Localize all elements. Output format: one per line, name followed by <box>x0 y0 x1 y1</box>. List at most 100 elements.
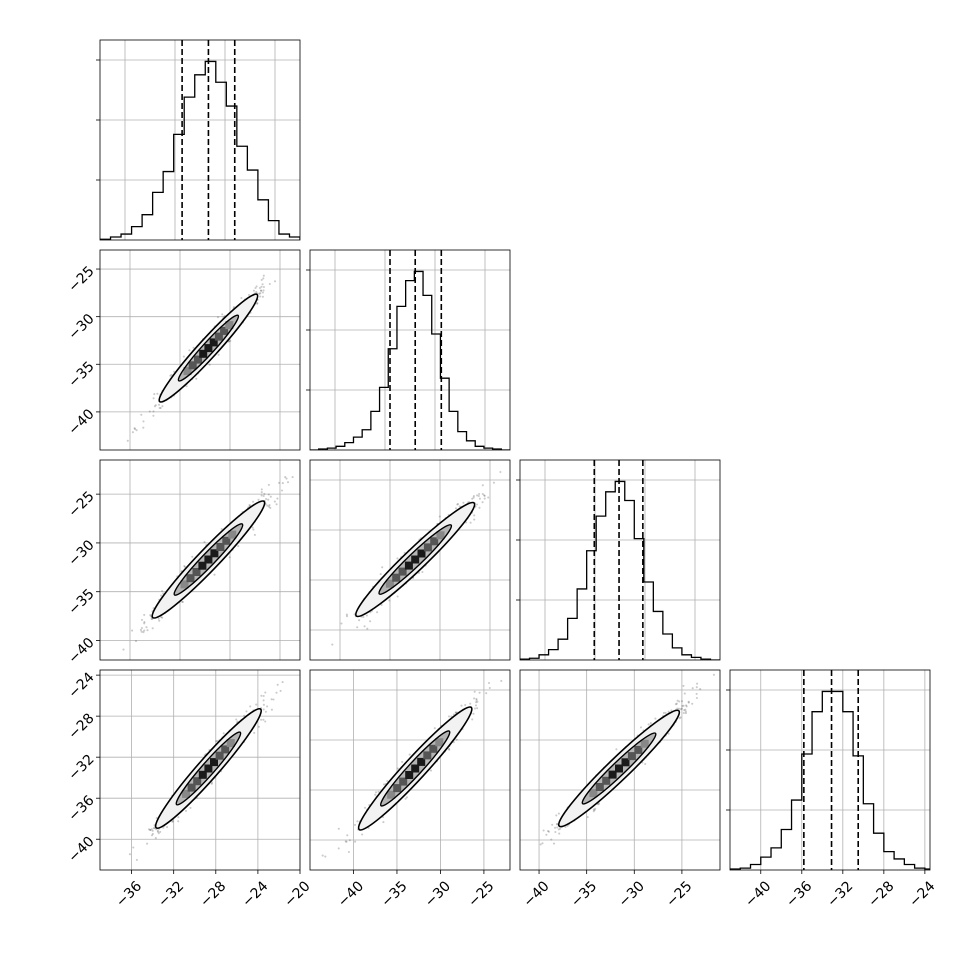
scatter-point <box>203 541 206 544</box>
density-cell <box>398 567 407 576</box>
scatter-point <box>401 760 404 763</box>
scatter-point <box>143 622 146 625</box>
contour-inner <box>177 314 240 382</box>
scatter-point <box>256 302 259 305</box>
scatter-point <box>152 414 155 417</box>
scatter-point <box>483 497 486 500</box>
density-cell <box>411 764 420 773</box>
scatter-point <box>159 830 162 833</box>
scatter-point <box>472 496 475 499</box>
scatter-point <box>161 616 164 619</box>
scatter-point <box>158 406 161 410</box>
scatter-point <box>142 426 145 429</box>
scatter-point <box>478 506 481 509</box>
scatter-point <box>417 571 420 574</box>
scatter-point <box>475 699 478 702</box>
density-cell <box>222 536 231 545</box>
scatter-point <box>161 589 164 593</box>
scatter-point <box>171 820 174 823</box>
scatter-point <box>460 704 463 707</box>
scatter-point <box>157 832 160 835</box>
scatter-point <box>268 504 271 507</box>
scatter-point <box>151 618 154 621</box>
panel-frame <box>99 249 301 451</box>
scatter-point <box>381 566 384 569</box>
scatter-point <box>291 476 294 479</box>
scatter-group <box>128 681 284 861</box>
scatter-point <box>475 697 478 700</box>
scatter-point <box>267 483 270 486</box>
panel-3-0: −24−28−32−36−40−36 −32 −28 −24 −20 <box>65 669 313 910</box>
contour-inner <box>173 523 244 596</box>
panel-frame <box>99 39 301 241</box>
scatter-point <box>264 720 267 723</box>
scatter-point <box>382 821 385 824</box>
scatter-point <box>229 339 232 342</box>
scatter-point <box>154 404 157 407</box>
histogram-group <box>310 270 510 450</box>
density-cell <box>210 549 219 558</box>
scatter-point <box>143 629 146 632</box>
scatter-point <box>157 403 161 406</box>
panel-0-0 <box>96 39 301 241</box>
scatter-point <box>358 619 361 622</box>
scatter-point <box>268 282 271 286</box>
scatter-point <box>363 806 367 809</box>
panel-frame <box>309 249 511 451</box>
scatter-point <box>682 704 685 707</box>
scatter-point <box>469 521 472 524</box>
scatter-point <box>262 703 265 706</box>
scatter-point <box>131 629 134 632</box>
scatter-point <box>131 431 134 434</box>
scatter-point <box>139 628 142 631</box>
scatter-point <box>263 492 266 495</box>
scatter-point <box>481 492 484 496</box>
scatter-point <box>478 492 481 496</box>
scatter-point <box>447 747 451 750</box>
scatter-point <box>173 370 176 373</box>
scatter-point <box>140 626 143 630</box>
scatter-point <box>488 686 491 690</box>
scatter-point <box>471 718 474 721</box>
scatter-point <box>454 507 458 510</box>
density-cell <box>228 530 237 539</box>
scatter-point <box>134 640 138 643</box>
scatter-point <box>258 286 261 290</box>
scatter-point <box>264 710 267 713</box>
scatter-point <box>128 853 131 856</box>
scatter-point <box>473 707 477 710</box>
scatter-point <box>476 700 479 703</box>
scatter-point <box>478 691 481 694</box>
scatter-point <box>454 711 457 714</box>
density-cell <box>204 344 213 353</box>
scatter-point <box>255 703 258 706</box>
scatter-point <box>260 278 263 281</box>
scatter-point <box>160 616 163 619</box>
scatter-point <box>396 557 399 560</box>
panel-frame <box>309 459 511 661</box>
scatter-point <box>281 482 284 485</box>
scatter-point <box>156 830 159 833</box>
scatter-point <box>464 703 467 707</box>
density-cell <box>194 355 202 364</box>
scatter-point <box>281 681 284 684</box>
density-cell <box>385 579 394 588</box>
scatter-point <box>269 506 272 509</box>
scatter-point <box>181 600 184 604</box>
scatter-point <box>279 689 282 692</box>
scatter-point <box>155 816 158 820</box>
scatter-group <box>122 476 294 651</box>
density-cell <box>186 574 195 583</box>
scatter-point <box>376 611 379 614</box>
scatter-point <box>261 291 264 294</box>
scatter-point <box>236 720 239 723</box>
scatter-point <box>680 707 683 710</box>
density-cell <box>430 537 439 546</box>
scatter-point <box>344 840 347 843</box>
density-cell <box>215 751 224 760</box>
scatter-point <box>477 494 480 498</box>
scatter-point <box>492 481 495 484</box>
scatter-point <box>374 793 377 796</box>
scatter-point <box>153 393 156 396</box>
